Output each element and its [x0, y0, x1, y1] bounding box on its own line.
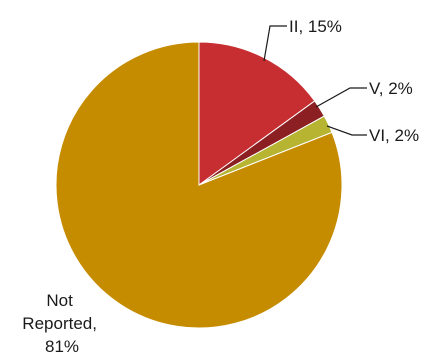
data-label-not-reported: Not Reported, 81% [22, 291, 101, 354]
leader-line-ii [263, 25, 287, 62]
pie-slice-not-reported [55, 41, 343, 329]
pie-slice-ii [198, 41, 316, 186]
leader-line-vi [326, 125, 367, 136]
data-label-ii: II, 15% [289, 17, 342, 36]
data-label-vi: VI, 2% [369, 126, 419, 145]
data-label-not-reported-line-2: Reported, [22, 314, 97, 333]
data-label-v: V, 2% [369, 79, 413, 98]
leader-line-v [315, 87, 367, 108]
data-label-not-reported-line-3: 81% [45, 337, 79, 354]
data-label-not-reported-line-1: Not [46, 291, 73, 310]
pie-slices [55, 41, 343, 329]
